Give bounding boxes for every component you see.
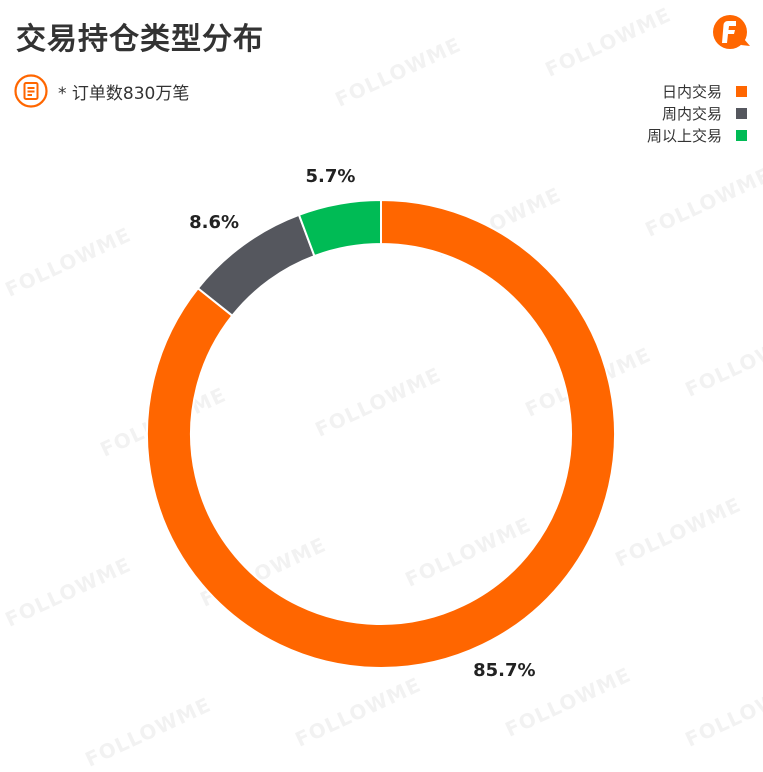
legend-item-intraweek: 周内交易 [647, 102, 747, 124]
document-icon [14, 74, 48, 108]
legend-label: 日内交易 [661, 82, 722, 101]
subtitle-row: * 订单数830万笔 [14, 74, 189, 108]
legend: 日内交易 周内交易 周以上交易 [647, 80, 747, 146]
legend-label: 周以上交易 [646, 126, 722, 145]
chart-title: 交易持仓类型分布 [16, 22, 264, 57]
legend-swatch [736, 107, 747, 119]
legend-label: 周内交易 [661, 104, 722, 123]
followme-logo-icon [713, 15, 750, 49]
slice-label-intraday: 85.7% [473, 660, 535, 681]
legend-item-intraday: 日内交易 [647, 80, 747, 102]
slice-intraday [146, 198, 616, 669]
donut-slices [146, 198, 616, 669]
slice-over-week [297, 198, 382, 258]
legend-swatch [736, 85, 747, 97]
legend-swatch [736, 129, 747, 141]
slice-label-over-week: 5.7% [305, 166, 355, 187]
subtitle: * 订单数830万笔 [58, 83, 190, 104]
slice-label-intraweek: 8.6% [189, 212, 239, 233]
legend-item-over-week: 周以上交易 [647, 124, 747, 146]
